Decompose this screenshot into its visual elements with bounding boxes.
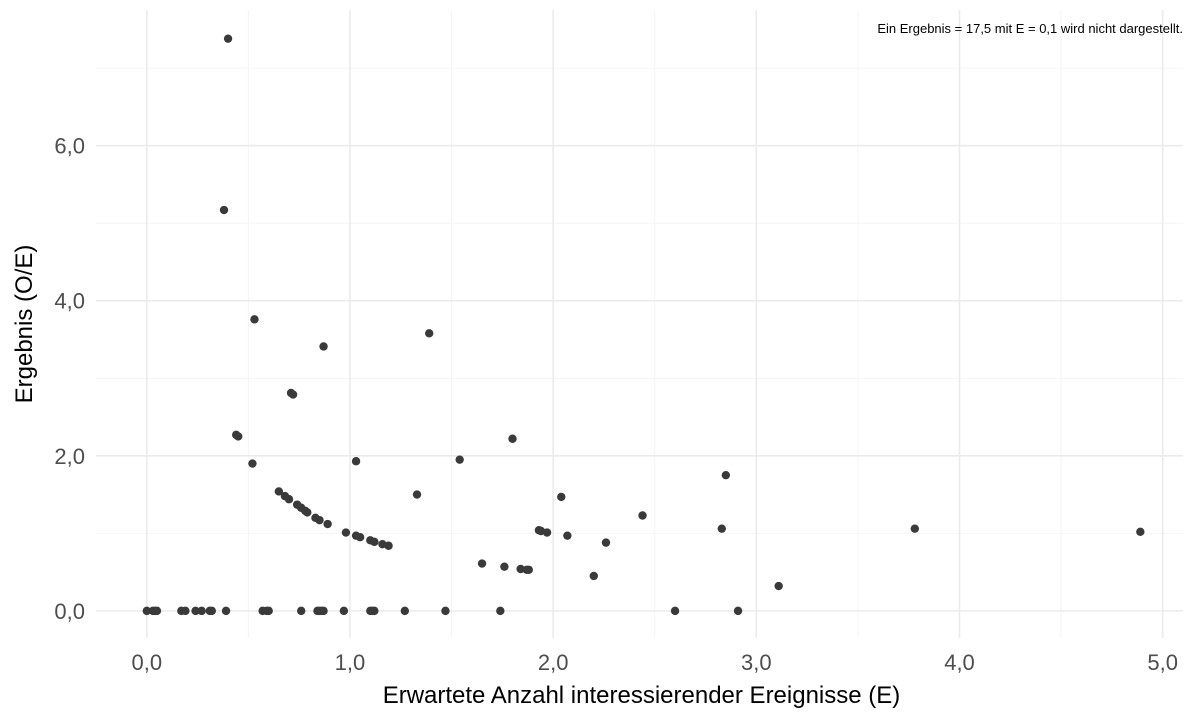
data-point [638, 511, 647, 520]
data-point [284, 495, 294, 504]
data-point [142, 606, 151, 616]
data-point [500, 562, 509, 571]
x-tick-label: 0,0 [131, 650, 162, 675]
data-point [223, 34, 233, 43]
y-axis-title: Ergebnis (O/E) [11, 245, 38, 404]
data-point [412, 490, 422, 499]
y-tick-label: 4,0 [54, 289, 85, 314]
data-point [297, 606, 306, 616]
data-point [721, 470, 731, 480]
data-point [589, 571, 598, 581]
data-point [425, 329, 434, 338]
data-point [508, 434, 517, 443]
data-point [319, 342, 328, 351]
data-point [557, 492, 566, 502]
y-tick-label: 6,0 [54, 134, 85, 159]
data-point [250, 315, 259, 324]
data-point [197, 606, 206, 616]
data-point [524, 565, 533, 574]
chart-annotation: Ein Ergebnis = 17,5 mit E = 0,1 wird nic… [877, 21, 1183, 36]
data-point [315, 515, 324, 525]
data-point [601, 538, 611, 547]
grid [96, 10, 1183, 638]
data-point [910, 524, 920, 533]
data-point [370, 606, 379, 616]
y-tick-label: 0,0 [54, 599, 85, 624]
data-point [1136, 527, 1145, 536]
data-point [248, 459, 257, 468]
x-tick-label: 4,0 [944, 650, 975, 675]
data-point [542, 528, 552, 537]
data-point [303, 508, 312, 517]
data-point [207, 606, 217, 616]
data-point [288, 390, 298, 399]
data-point [477, 559, 487, 568]
x-tick-label: 5,0 [1147, 650, 1178, 675]
data-point [264, 606, 273, 616]
data-point [351, 457, 361, 466]
data-point [774, 581, 783, 591]
data-point [496, 606, 505, 616]
y-tick-label: 2,0 [54, 444, 85, 469]
data-point [441, 606, 450, 616]
data-point [219, 205, 229, 215]
x-axis-title: Erwartete Anzahl interessierender Ereign… [383, 682, 901, 709]
data-point [323, 519, 332, 529]
data-point [234, 432, 243, 441]
x-tick-label: 1,0 [335, 650, 366, 675]
data-point [370, 537, 379, 547]
data-point [221, 606, 231, 616]
data-point [339, 606, 349, 616]
x-tick-label: 3,0 [741, 650, 772, 675]
data-point [152, 606, 162, 616]
data-point [563, 531, 572, 540]
data-point [181, 606, 190, 616]
y-axis-tick-labels: 0,0 2,0 4,0 6,0 [54, 134, 85, 624]
data-point [384, 541, 393, 550]
data-point [733, 606, 743, 616]
data-point [516, 564, 525, 574]
data-point [274, 487, 284, 496]
x-tick-label: 2,0 [538, 650, 569, 675]
data-point [355, 533, 365, 542]
data-points [142, 34, 1145, 616]
data-point [319, 606, 328, 616]
data-point [670, 606, 680, 616]
data-point [341, 528, 351, 537]
data-point [717, 524, 726, 533]
data-point [400, 606, 410, 616]
x-axis-tick-labels: 0,0 1,0 2,0 3,0 4,0 5,0 [131, 650, 1177, 675]
data-point [191, 606, 200, 616]
data-point [455, 455, 464, 464]
